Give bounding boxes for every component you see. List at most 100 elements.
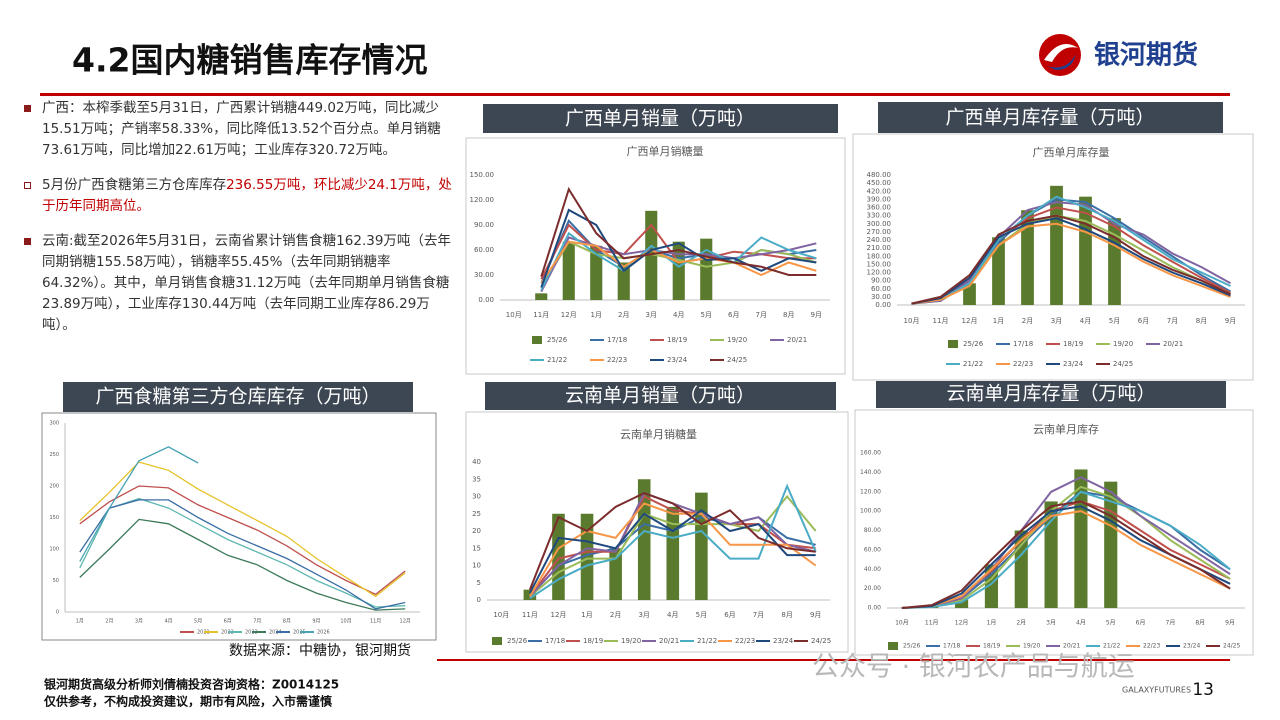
x-tick-label: 4月 [1080, 317, 1091, 325]
y-tick-label: 300 [49, 421, 59, 427]
panel-title: 广西单月库存量（万吨） [945, 107, 1154, 129]
chart-title: 云南单月库存 [1033, 422, 1099, 436]
legend-label: 22/23 [1143, 643, 1160, 650]
line-series [911, 195, 1231, 305]
legend-label: 17/18 [943, 643, 960, 650]
bar [963, 283, 976, 305]
legend-label: 20/21 [659, 637, 679, 645]
bar [992, 237, 1005, 305]
y-tick-label: 450.00 [867, 179, 892, 187]
legend-label: 19/20 [621, 637, 641, 645]
y-tick-label: 250 [49, 452, 59, 458]
y-tick-label: 0 [477, 596, 481, 604]
line-series [79, 497, 406, 608]
x-tick-label: 11月 [933, 317, 949, 325]
y-tick-label: 10 [472, 562, 481, 570]
line-series [901, 500, 1231, 609]
x-tick-label: 7月 [753, 611, 764, 619]
x-tick-label: 12月 [400, 619, 411, 625]
frames [41, 133, 1254, 656]
legend-label: 25/26 [547, 336, 568, 344]
bar [590, 245, 603, 300]
footer-rule [437, 659, 1230, 661]
legend-label: 24/25 [811, 637, 831, 645]
x-tick-label: 3月 [1051, 317, 1062, 325]
line-series [79, 485, 406, 596]
x-tick-label: 5月 [1109, 317, 1120, 325]
line-series [540, 186, 817, 277]
line-series [901, 476, 1231, 609]
legend-label: 2024 [269, 630, 282, 636]
line-series [901, 490, 1231, 609]
line-series [540, 231, 817, 291]
x-tick-label: 9月 [811, 311, 822, 319]
chart: 云南单月库存 0.00 20.00 40.00 60.00 80.00 100.00 120.… [860, 422, 1245, 650]
y-tick-label: 30.00 [474, 271, 494, 279]
chart-title: 广西单月库存量 [1033, 145, 1110, 159]
y-tick-label: 90.00 [871, 277, 891, 285]
y-tick-label: 30.00 [871, 293, 891, 301]
legend-label: 17/18 [545, 637, 565, 645]
chart-title: 云南单月销糖量 [620, 427, 697, 441]
legend-label: 20/21 [787, 336, 807, 344]
x-tick-label: 2月 [618, 311, 629, 319]
x-tick-label: 3月 [135, 619, 143, 625]
bar [1014, 530, 1028, 608]
line-series [911, 214, 1231, 305]
legend-label: 25/26 [963, 340, 984, 348]
bullet: 5月份广西食糖第三方仓库库存236.55万吨，环比减少24.1万吨，处于历年同期… [22, 175, 454, 217]
source-note: 数据来源：中糖协，银河期货 [229, 642, 411, 659]
legend-label: 23/24 [773, 637, 794, 645]
watermark: 公众号 · 银河农产品与航运 [812, 652, 1135, 683]
x-tick-label: 8月 [1196, 317, 1207, 325]
line-series [911, 201, 1231, 305]
legend-label: 21/22 [547, 356, 567, 364]
legend-label: 21/22 [697, 637, 717, 645]
bar [617, 262, 630, 300]
y-tick-label: 90.00 [474, 221, 494, 229]
legend-swatch [492, 637, 502, 645]
bullet-text: 5月份广西食糖第三方仓库库存 [42, 177, 227, 193]
x-tick-label: 2月 [1016, 620, 1026, 627]
legend-label: 2021 [197, 630, 210, 636]
x-tick-label: 2月 [105, 619, 113, 625]
legend-label: 17/18 [607, 336, 627, 344]
x-tick-label: 12月 [962, 317, 978, 325]
x-tick-label: 11月 [925, 620, 939, 627]
bullet-text: 云南:截至2026年5月31日，云南省累计销售食糖162.39万吨（去年同期销糖… [42, 233, 451, 333]
legend-label: 18/19 [583, 637, 603, 645]
logo-mark [1039, 34, 1081, 76]
legend-label: 23/24 [1183, 643, 1200, 650]
legend-label: 2026 [317, 630, 330, 636]
line-series [528, 492, 816, 590]
x-tick-label: 10月 [904, 317, 920, 325]
y-tick-label: 360.00 [867, 204, 892, 212]
line-series [911, 222, 1231, 305]
x-tick-label: 10月 [340, 619, 351, 625]
x-tick-label: 9月 [1225, 620, 1235, 627]
panel-title: 云南单月库存量（万吨） [946, 383, 1155, 405]
brand-mark: GALAXYFUTURES [1122, 686, 1191, 695]
legend-label: 20/21 [1063, 643, 1080, 650]
x-tick-label: 4月 [667, 611, 678, 619]
x-tick-label: 1月 [581, 611, 592, 619]
y-tick-label: 60.00 [474, 246, 494, 254]
panel-title: 云南单月销量（万吨） [565, 385, 755, 407]
bullet-text: 广西：本榨季截至5月31日，广西累计销糖449.02万吨，同比减少15.51万吨… [42, 100, 441, 158]
line-series [901, 500, 1231, 609]
legend-label: 24/25 [727, 356, 747, 364]
x-tick-label: 7月 [1166, 620, 1176, 627]
x-tick-label: 12月 [955, 620, 969, 627]
line-series [529, 494, 817, 598]
header-rule [40, 93, 1230, 96]
bullet: 云南:截至2026年5月31日，云南省累计销售食糖162.39万吨（去年同期销糖… [22, 231, 454, 336]
y-tick-label: 30 [472, 493, 481, 501]
y-tick-label: 20.00 [864, 585, 881, 592]
legend-label: 23/24 [1063, 360, 1084, 368]
slide-title: 4.2国内糖销售库存情况 [72, 41, 427, 80]
x-tick-label: 6月 [1138, 317, 1149, 325]
y-tick-label: 120.00 [470, 196, 495, 204]
bar [1044, 501, 1058, 608]
legend-label: 24/25 [1113, 360, 1133, 368]
